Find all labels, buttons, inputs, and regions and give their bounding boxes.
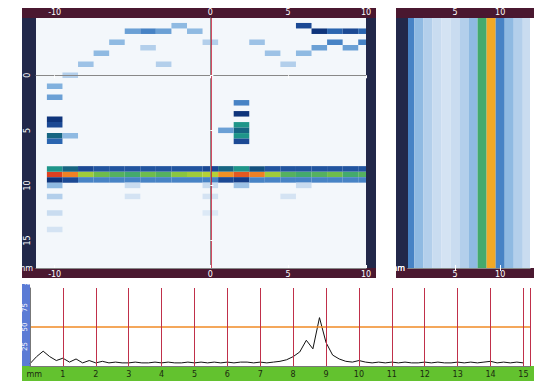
svg-text:1: 1 [60,370,65,379]
svg-text:mm: mm [5,71,21,80]
svg-text:-10: -10 [48,8,61,17]
svg-text:12: 12 [420,370,430,379]
svg-text:10: 10 [495,270,505,279]
svg-text:10: 10 [361,270,371,279]
svg-text:15: 15 [23,235,32,245]
svg-text:3: 3 [126,370,131,379]
svg-text:13: 13 [453,370,463,379]
svg-text:mm: mm [17,264,33,273]
svg-text:5: 5 [452,270,457,279]
svg-text:6: 6 [225,370,230,379]
svg-text:5: 5 [286,8,291,17]
svg-text:7: 7 [258,370,263,379]
svg-text:0: 0 [23,73,32,78]
svg-text:14: 14 [485,370,495,379]
svg-text:4: 4 [159,370,164,379]
svg-text:75: 75 [21,303,29,312]
svg-text:50: 50 [21,323,29,332]
svg-text:5: 5 [452,8,457,17]
svg-text:11: 11 [387,370,397,379]
svg-text:5: 5 [23,128,32,133]
svg-text:mm: mm [389,264,405,273]
svg-text:-10: -10 [48,270,61,279]
svg-text:mm: mm [26,370,42,379]
svg-text:10: 10 [23,180,32,190]
svg-text:15: 15 [518,370,528,379]
svg-text:2: 2 [93,370,98,379]
svg-text:0: 0 [208,8,213,17]
svg-text:mm: mm [389,264,405,273]
svg-text:8: 8 [291,370,296,379]
svg-text:25: 25 [21,342,29,351]
svg-text:9: 9 [324,370,329,379]
svg-text:0: 0 [208,270,213,279]
svg-text:10: 10 [361,8,371,17]
svg-text:5: 5 [192,370,197,379]
svg-text:5: 5 [286,270,291,279]
svg-text:%: % [23,279,30,287]
svg-text:10: 10 [495,8,505,17]
svg-text:10: 10 [354,370,364,379]
